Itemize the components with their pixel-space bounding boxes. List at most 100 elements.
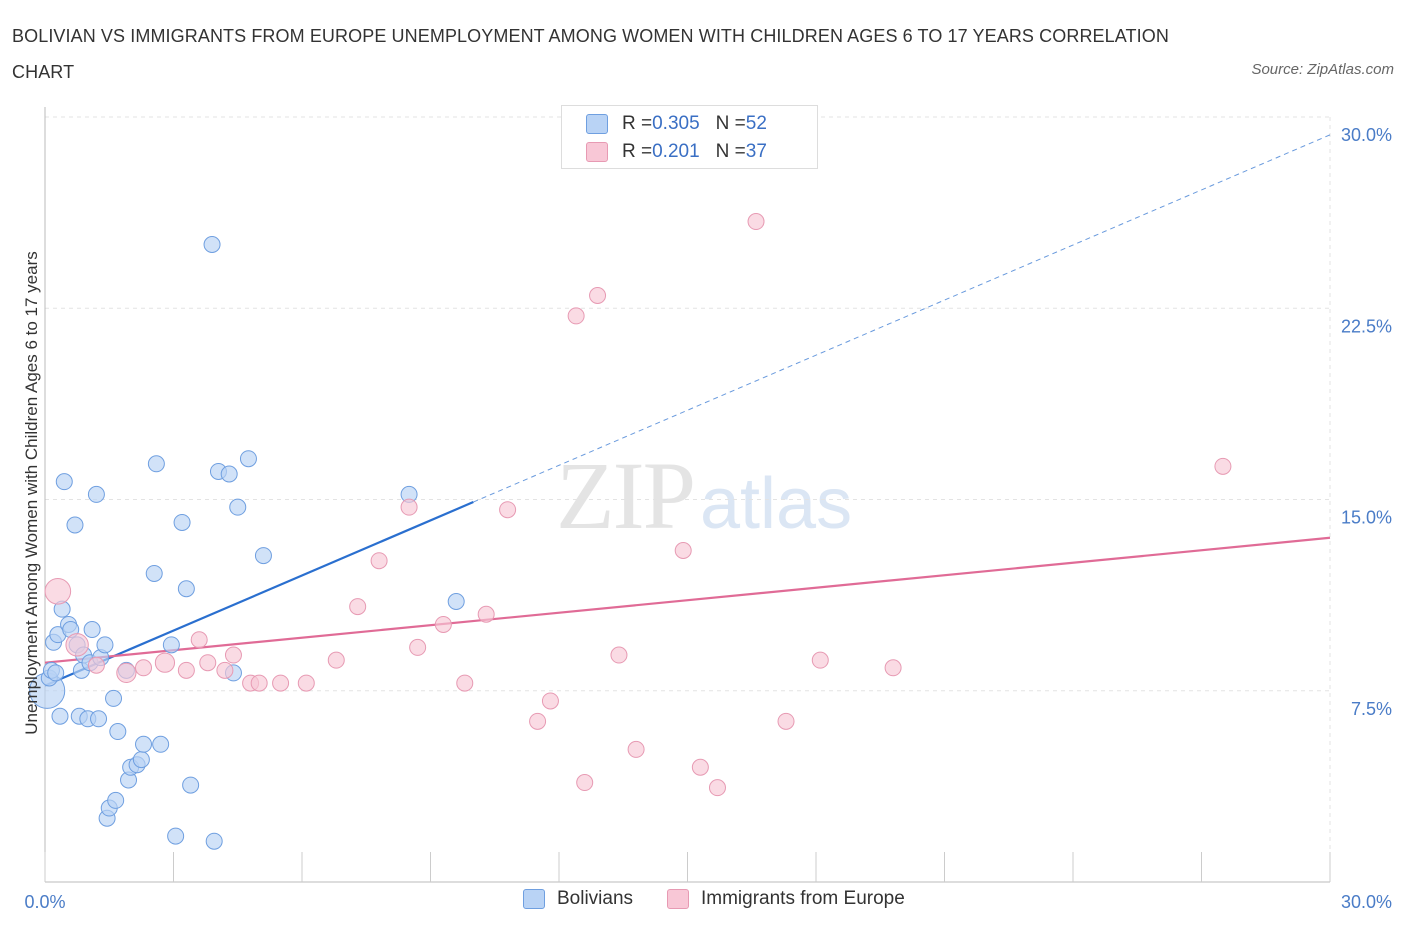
bolivians-point (147, 455, 165, 473)
chart-title: BOLIVIAN VS IMMIGRANTS FROM EUROPE UNEMP… (12, 26, 1169, 82)
europe-point (199, 654, 217, 672)
bolivians-point (162, 636, 180, 654)
bolivians-point (87, 485, 105, 503)
europe-point (477, 605, 495, 623)
y-tick-label: 15.0% (1341, 508, 1392, 528)
bolivians-point (173, 513, 191, 531)
europe-point (777, 712, 795, 730)
bottom-legend-europe: Immigrants from Europe (667, 888, 905, 910)
bolivians-point (109, 723, 127, 741)
europe-point (589, 287, 607, 304)
europe-point (811, 651, 829, 669)
trend-lines (44, 134, 1331, 687)
europe-point (154, 652, 176, 673)
europe-point (250, 674, 268, 692)
legend-n-label: N = (715, 113, 746, 134)
watermark: ZIPatlas (556, 440, 852, 551)
bolivians-point (177, 580, 195, 598)
y-tick-label: 30.0% (1341, 125, 1392, 145)
europe-trend-line (44, 536, 1331, 664)
bolivians-trend-extension (473, 134, 1331, 503)
europe-point (216, 661, 234, 679)
europe-point (576, 774, 594, 792)
y-tick-label: 7.5% (1351, 699, 1392, 719)
bolivians-swatch (523, 889, 545, 909)
europe-point (44, 578, 72, 605)
bolivians-point (152, 735, 170, 753)
y-axis-title: Unemployment Among Women with Children A… (22, 251, 41, 735)
europe-point (65, 633, 89, 657)
europe-point (87, 656, 105, 674)
bottom-legend-label: Immigrants from Europe (701, 888, 905, 909)
legend-n-value: 37 (745, 141, 767, 162)
bolivians-point (135, 735, 153, 753)
bolivians-point (55, 473, 73, 491)
bolivians-point (132, 751, 150, 769)
europe-point (349, 598, 367, 616)
y-tick-label: 22.5% (1341, 316, 1392, 336)
europe-point (135, 659, 153, 677)
europe-point (541, 692, 559, 710)
legend-item-bolivians: R = 0.305 N = 52 (586, 113, 767, 135)
bolivians-point (182, 776, 200, 794)
europe-point (610, 646, 628, 664)
europe-point (884, 659, 902, 677)
bolivians-point (96, 636, 114, 654)
tick-labels: 7.5% 15.0% 22.5% 30.0% 0.0% 30.0% (24, 125, 1392, 912)
bolivians-point (254, 547, 272, 565)
bolivians-point (145, 564, 163, 582)
bolivians-point (83, 621, 101, 639)
bottom-legend-label: Bolivians (557, 888, 634, 909)
data-points (29, 213, 1232, 850)
legend-r-value: 0.201 (652, 141, 700, 162)
europe-point (190, 631, 208, 649)
europe-point (116, 662, 137, 684)
bolivians-point (105, 689, 123, 707)
bottom-legend: Bolivians Immigrants from Europe (0, 888, 1406, 916)
europe-point (409, 638, 427, 656)
bolivians-point (203, 236, 221, 253)
europe-point (747, 213, 765, 231)
europe-point (297, 674, 315, 692)
bolivians-point (51, 707, 69, 725)
bolivians-point (220, 465, 238, 483)
bolivians-point (167, 827, 185, 845)
europe-swatch (586, 142, 608, 162)
europe-point (627, 740, 645, 758)
europe-point (177, 661, 195, 679)
europe-point (708, 779, 726, 797)
axes (44, 107, 1331, 883)
x-tick-label: 0.0% (24, 892, 65, 912)
europe-point (370, 552, 388, 570)
source-label: Source: ZipAtlas.com (1251, 61, 1394, 78)
bolivians-point (205, 832, 223, 850)
europe-point (674, 542, 692, 559)
bolivians-point (239, 450, 257, 468)
bolivians-point (229, 498, 247, 516)
bolivians-point (47, 664, 65, 682)
europe-swatch (667, 889, 689, 909)
bolivians-trend-line (44, 501, 474, 687)
bolivians-point (90, 710, 108, 728)
bolivians-point (66, 516, 84, 534)
bolivians-point (447, 593, 465, 610)
watermark-atlas: atlas (700, 464, 853, 544)
bolivians-swatch (586, 114, 608, 134)
europe-point (434, 615, 452, 633)
legend-r-label: R = (622, 113, 653, 134)
europe-point (272, 674, 290, 692)
europe-point (400, 498, 418, 516)
legend-r-value: 0.305 (652, 113, 700, 134)
europe-point (567, 307, 585, 325)
watermark-zip: ZIP (556, 442, 696, 549)
legend-r-label: R = (622, 141, 653, 162)
europe-point (1214, 457, 1232, 475)
europe-point (691, 758, 709, 776)
bottom-legend-bolivians: Bolivians (523, 888, 633, 910)
legend-item-europe: R = 0.201 N = 37 (586, 141, 767, 163)
legend: R = 0.305 N = 52 R = 0.201 N = 37 (561, 105, 818, 169)
europe-point (224, 646, 242, 664)
legend-n-value: 52 (745, 113, 767, 134)
europe-point (456, 674, 474, 692)
